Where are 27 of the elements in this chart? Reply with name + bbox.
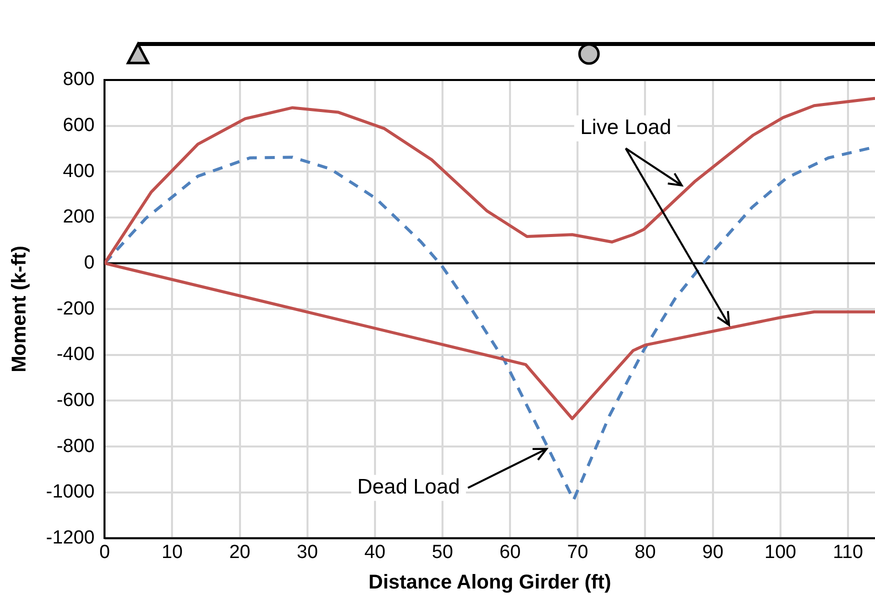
x-axis-title: Distance Along Girder (ft) — [368, 572, 612, 594]
x-tick-label: 70 — [567, 542, 588, 563]
x-tick-label: 80 — [634, 542, 656, 563]
y-tick-label: 400 — [62, 160, 95, 182]
x-tick-label: 10 — [162, 542, 183, 563]
annotation: Live Load — [580, 116, 672, 140]
x-tick-label: 0 — [99, 542, 110, 563]
x-tick-label: 30 — [296, 542, 318, 563]
y-tick-label: -400 — [56, 344, 95, 366]
x-tick-label: 90 — [702, 542, 724, 563]
y-tick-label: 800 — [62, 69, 95, 90]
y-tick-label: -1200 — [46, 527, 95, 548]
y-tick-label: 0 — [84, 252, 95, 274]
x-tick-label: 40 — [364, 542, 386, 563]
x-tick-label: 50 — [432, 542, 454, 563]
y-tick-label: -600 — [56, 390, 95, 411]
y-axis-title: Moment (k-ft) — [8, 246, 31, 372]
x-tick-label: 20 — [229, 542, 250, 563]
x-tick-label: 100 — [764, 542, 796, 563]
y-tick-label: 600 — [62, 115, 95, 136]
y-tick-label: -200 — [56, 298, 95, 320]
y-tick-label: -800 — [56, 436, 95, 457]
x-tick-label: 110 — [832, 542, 864, 563]
y-tick-label: -1000 — [46, 482, 95, 503]
x-tick-label: 60 — [500, 542, 521, 563]
annotation: Dead Load — [357, 476, 460, 499]
y-tick-label: 200 — [62, 206, 95, 228]
